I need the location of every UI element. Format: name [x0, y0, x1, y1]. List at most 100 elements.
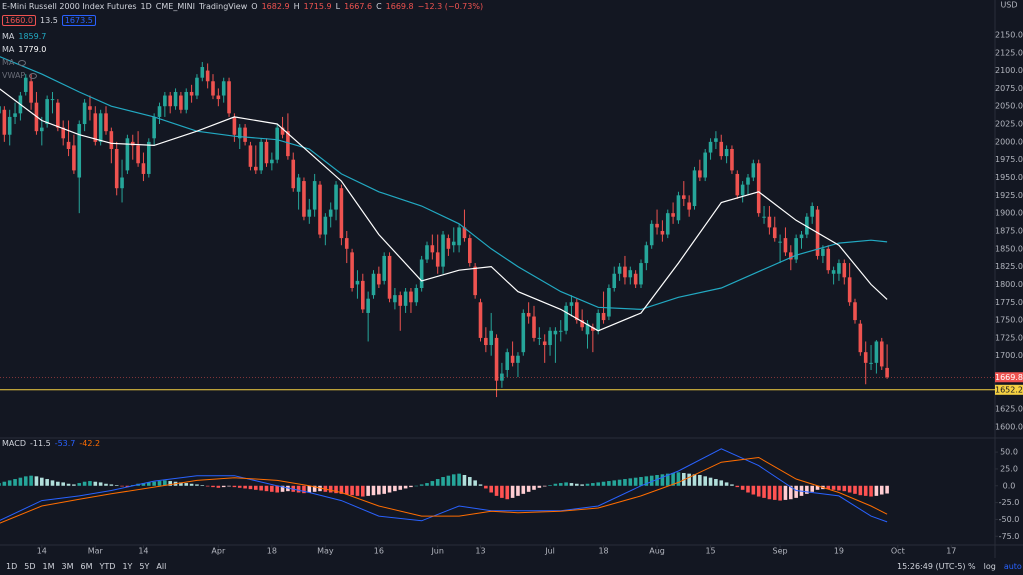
range-button[interactable]: 6M: [80, 562, 93, 571]
range-button[interactable]: 5D: [24, 562, 36, 571]
candle-body: [29, 81, 33, 103]
y-tick-label: 2150.0: [995, 30, 1023, 39]
histogram-bar: [184, 483, 189, 486]
candle-body: [382, 255, 386, 281]
histogram-bar: [874, 485, 879, 496]
histogram-bar: [264, 485, 269, 492]
symbol-header: E-Mini Russell 2000 Index Futures 1D CME…: [2, 2, 483, 11]
range-button[interactable]: All: [156, 562, 167, 571]
histogram-bar: [831, 485, 836, 490]
x-tick-label: 18: [598, 547, 608, 556]
y-tick-label: 1625.0: [995, 405, 1023, 414]
scale-option[interactable]: log: [983, 562, 996, 571]
candle-body: [553, 330, 558, 335]
candle-body: [350, 252, 354, 289]
symbol[interactable]: E-Mini Russell 2000 Index Futures: [2, 2, 137, 11]
macd-legend[interactable]: MACD -11.5 -53.7 -42.2: [2, 439, 100, 448]
histogram-bar: [628, 478, 633, 486]
histogram-bar: [18, 477, 23, 486]
histogram-bar: [232, 485, 237, 488]
histogram-bar: [355, 485, 360, 496]
indicator-name: MA: [2, 58, 15, 67]
histogram-bar: [537, 485, 542, 488]
y-tick-label: 2125.0: [995, 48, 1023, 57]
buy-button[interactable]: 1673.5: [61, 15, 96, 26]
histogram-bar: [500, 485, 504, 498]
candle-body: [168, 95, 172, 107]
scale-option[interactable]: auto: [1003, 562, 1022, 571]
range-button[interactable]: 5Y: [139, 562, 150, 571]
histogram-bar: [398, 485, 403, 490]
candle-body: [61, 127, 65, 139]
histogram-bar: [147, 482, 151, 486]
candle-body: [56, 102, 60, 128]
histogram-bar: [746, 485, 750, 493]
candle-body: [585, 323, 590, 335]
histogram-bar: [575, 483, 579, 486]
scale-option[interactable]: %: [968, 562, 976, 571]
hidden-indicator[interactable]: VWAP: [2, 71, 38, 80]
candle-body: [302, 181, 306, 217]
histogram-bar: [548, 485, 552, 486]
candle-body: [13, 113, 17, 117]
histogram-bar: [869, 485, 873, 497]
histogram-bar: [655, 475, 659, 486]
histogram-bar: [302, 485, 306, 494]
hidden-indicator[interactable]: MA: [2, 58, 27, 67]
candle-body: [141, 163, 146, 174]
candle-body: [810, 206, 814, 217]
range-button[interactable]: 1Y: [122, 562, 133, 571]
candle-body: [805, 216, 809, 235]
candle-body: [195, 77, 199, 96]
candle-body: [633, 273, 638, 285]
histogram-bar: [7, 480, 12, 486]
histogram-bar: [708, 477, 713, 486]
eye-icon[interactable]: [29, 72, 38, 79]
candle-body: [639, 263, 643, 285]
histogram-bar: [114, 485, 119, 486]
candle-body: [879, 341, 884, 367]
candle-body: [387, 255, 392, 299]
histogram-bar: [607, 481, 611, 486]
candle-body: [505, 352, 510, 370]
range-button[interactable]: 3M: [61, 562, 74, 571]
candle-body: [735, 173, 740, 196]
chart: USD 2150.0 2125.0 2100.0 2075.0 2050.0 2025.0…: [0, 0, 1023, 558]
y-tick-label: 1925.0: [995, 191, 1023, 200]
ma-name: MA: [2, 45, 15, 54]
macd-value: -53.7: [54, 439, 76, 448]
ma-name: MA: [2, 32, 15, 41]
ma-legend[interactable]: MA 1779.0: [2, 45, 46, 54]
histogram-bar: [441, 477, 445, 486]
eye-icon[interactable]: [18, 59, 27, 66]
candle-body: [526, 312, 531, 317]
candle-body: [173, 91, 178, 107]
candle-body: [307, 209, 312, 217]
y-tick-label: 1725.0: [995, 333, 1023, 342]
y-tick-label: 1875.0: [995, 226, 1023, 235]
histogram-bar: [200, 485, 205, 486]
range-button[interactable]: YTD: [99, 562, 116, 571]
interval[interactable]: 1D: [140, 2, 152, 11]
histogram-bar: [237, 485, 242, 488]
candle-body: [789, 252, 793, 260]
histogram-bar: [842, 485, 847, 492]
x-tick-label: 13: [475, 547, 485, 556]
candle-body: [377, 273, 381, 285]
candle-body: [334, 184, 338, 210]
range-button[interactable]: 1M: [42, 562, 55, 571]
range-buttons: 1D 5D 1M 3M 6M YTD 1Y 5Y All: [6, 562, 166, 571]
sell-button[interactable]: 1660.0: [2, 15, 36, 26]
histogram-bar: [280, 485, 285, 492]
histogram-bar: [714, 479, 718, 486]
candle-body: [569, 302, 574, 306]
candle-body: [446, 238, 451, 249]
histogram-bar: [489, 485, 493, 493]
histogram-bar: [580, 484, 584, 486]
clock: 15:26:49 (UTC-5): [897, 562, 966, 571]
y-tick-label: 0.0: [1003, 481, 1016, 490]
range-button[interactable]: 1D: [6, 562, 18, 571]
candle-body: [451, 241, 456, 246]
histogram-bar: [633, 477, 638, 486]
ma-legend[interactable]: MA 1859.7: [2, 32, 46, 41]
